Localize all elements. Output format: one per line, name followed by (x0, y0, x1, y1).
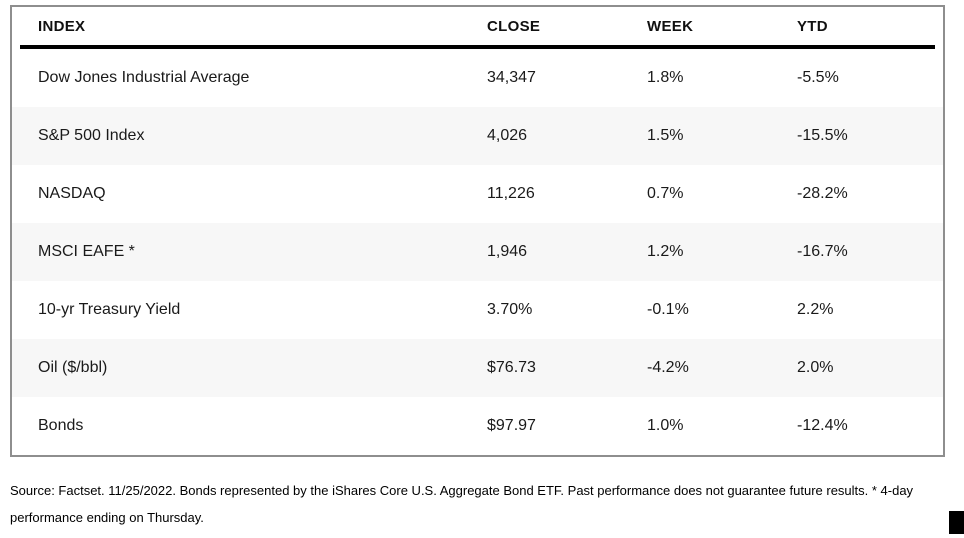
header-ytd: YTD (797, 17, 828, 35)
table-row-oil: Oil ($/bbl) $76.73 -4.2% 2.0% (12, 339, 943, 397)
table-header-row: INDEX CLOSE WEEK YTD (12, 7, 943, 45)
header-week: WEEK (647, 17, 694, 35)
ytd-cell: -16.7% (797, 243, 848, 260)
index-cell: MSCI EAFE * (38, 243, 135, 260)
index-cell: NASDAQ (38, 185, 106, 202)
source-footnote: Source: Factset. 11/25/2022. Bonds repre… (10, 477, 954, 531)
week-cell: 1.5% (647, 127, 684, 144)
header-close: CLOSE (487, 17, 541, 35)
market-index-table: INDEX CLOSE WEEK YTD Dow Jones Industria… (10, 5, 945, 457)
ytd-cell: -12.4% (797, 417, 848, 434)
close-cell: 1,946 (487, 243, 528, 260)
ytd-cell: -5.5% (797, 69, 839, 86)
table-body: Dow Jones Industrial Average 34,347 1.8%… (12, 49, 943, 455)
close-cell: $97.97 (487, 417, 536, 434)
table-row-dow-jones: Dow Jones Industrial Average 34,347 1.8%… (12, 49, 943, 107)
close-cell: 34,347 (487, 69, 536, 86)
week-cell: 1.0% (647, 417, 684, 434)
week-cell: 1.8% (647, 69, 684, 86)
index-cell: Oil ($/bbl) (38, 359, 108, 376)
index-cell: Dow Jones Industrial Average (38, 69, 250, 86)
week-cell: -0.1% (647, 301, 689, 318)
week-cell: 0.7% (647, 185, 684, 202)
table-row-sp500: S&P 500 Index 4,026 1.5% -15.5% (12, 107, 943, 165)
ytd-cell: 2.0% (797, 359, 834, 376)
index-cell: 10-yr Treasury Yield (38, 301, 181, 318)
close-cell: 11,226 (487, 185, 535, 202)
table-row-nasdaq: NASDAQ 11,226 0.7% -28.2% (12, 165, 943, 223)
header-divider-rule (20, 45, 935, 49)
close-cell: 4,026 (487, 127, 528, 144)
week-cell: 1.2% (647, 243, 684, 260)
source-footnote-line-2: performance ending on Thursday. (10, 510, 204, 525)
close-cell: 3.70% (487, 301, 533, 318)
week-cell: -4.2% (647, 359, 689, 376)
table-row-msci-eafe: MSCI EAFE * 1,946 1.2% -16.7% (12, 223, 943, 281)
ytd-cell: 2.2% (797, 301, 834, 318)
table-row-treasury-yield: 10-yr Treasury Yield 3.70% -0.1% 2.2% (12, 281, 943, 339)
header-index: INDEX (38, 17, 86, 35)
table-row-bonds: Bonds $97.97 1.0% -12.4% (12, 397, 943, 455)
index-cell: S&P 500 Index (38, 127, 145, 144)
ytd-cell: -28.2% (797, 185, 848, 202)
source-footnote-line-1: Source: Factset. 11/25/2022. Bonds repre… (10, 483, 914, 498)
close-cell: $76.73 (487, 359, 536, 376)
ytd-cell: -15.5% (797, 127, 848, 144)
end-of-article-marker (949, 511, 964, 534)
index-cell: Bonds (38, 417, 84, 434)
